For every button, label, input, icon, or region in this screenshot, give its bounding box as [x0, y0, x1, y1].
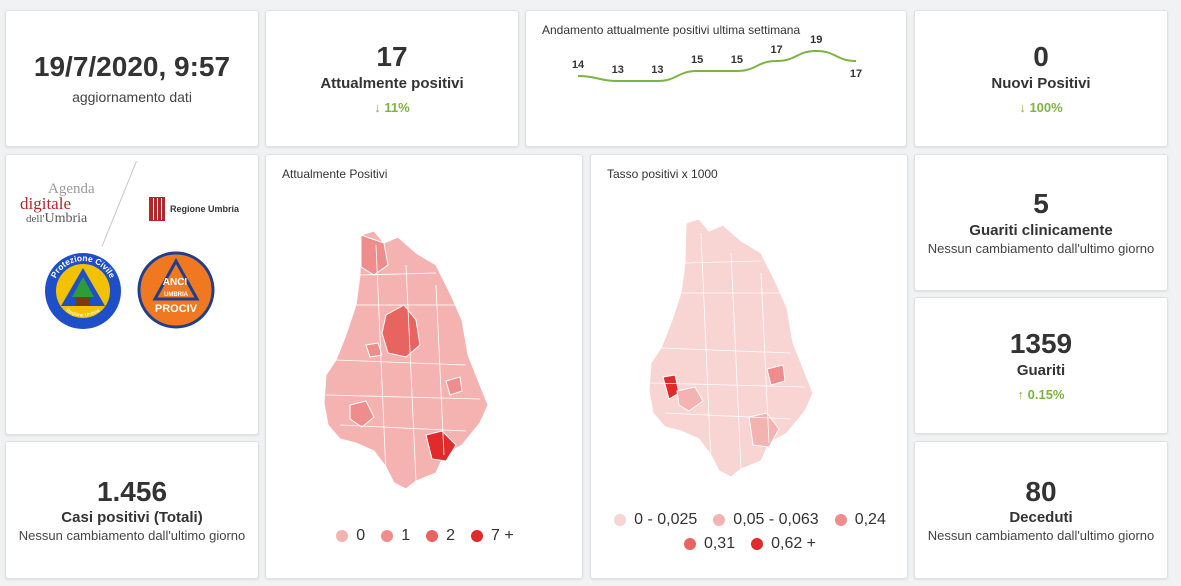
legend-dot-icon [713, 514, 726, 526]
deceased-sub: Nessun cambiamento dall'ultimo giorno [927, 528, 1155, 544]
recovered-delta: ↑ 0.15% [1018, 387, 1065, 402]
deceased-card: 80 Deceduti Nessun cambiamento dall'ulti… [914, 441, 1168, 579]
currently-positive-card: 17 Attualmente positivi ↓ 11% [265, 10, 519, 147]
anci-umbria-prociv-logo: ANCI UMBRIA PROCIV [137, 251, 215, 329]
clinically-recovered-sub: Nessun cambiamento dall'ultimo giorno [927, 240, 1155, 256]
recovered-label: Guariti [1016, 361, 1066, 379]
total-cases-label: Casi positivi (Totali) [61, 509, 203, 527]
legend-dot-icon [471, 530, 484, 542]
trend-data-label: 13 [651, 64, 663, 76]
map-positive-legend-item[interactable]: 0 [336, 527, 365, 545]
legend-dot-icon [336, 530, 349, 542]
legend-label: 2 [446, 527, 456, 544]
legend-dot-icon [614, 514, 627, 526]
umbria-rate-map [648, 218, 814, 478]
legend-label: 0,05 - 0,063 [733, 511, 819, 528]
legend-label: 0,31 [703, 535, 736, 552]
map-rate-legend-item[interactable]: 0,05 - 0,063 [713, 511, 819, 529]
legend-label: 0 - 0,025 [634, 511, 698, 528]
recovered-card: 1359 Guariti ↑ 0.15% [914, 297, 1168, 434]
map-rate-card: Tasso positivi x 1000 0 - 0,025 0,05 - 0,… [590, 154, 908, 579]
clinically-recovered-card: 5 Guariti clinicamente Nessun cambiament… [914, 154, 1168, 291]
svg-text:Regione Umbria: Regione Umbria [65, 308, 101, 319]
arrow-up-icon: ↑ [1017, 386, 1025, 402]
legend-label: 1 [401, 527, 411, 544]
trend-data-label: 17 [770, 44, 782, 56]
trend-data-label: 19 [810, 34, 822, 46]
deceased-value: 80 [1025, 475, 1057, 507]
total-cases-value: 1.456 [96, 475, 168, 507]
new-positive-delta-value: 100% [1029, 99, 1063, 115]
recovered-delta-value: 0.15% [1027, 386, 1065, 402]
update-card: 19/7/2020, 9:57 aggiornamento dati [5, 10, 259, 147]
arrow-down-icon: ↓ [374, 99, 381, 115]
new-positive-label: Nuovi Positivi [991, 74, 1091, 92]
map-rate-legend: 0 - 0,025 0,05 - 0,063 0,24 0,31 0,62 + [591, 511, 909, 553]
map-rate-title: Tasso positivi x 1000 [607, 167, 718, 181]
legend-dot-icon [683, 538, 696, 550]
map-positive-title: Attualmente Positivi [282, 167, 388, 181]
map-positive-legend-item[interactable]: 2 [426, 527, 455, 545]
agenda-digitale-logo: Agenda digitale dell'Umbria [20, 181, 95, 226]
trend-data-label: 14 [572, 59, 585, 71]
trend-data-label: 13 [612, 64, 624, 76]
trend-data-label: 15 [691, 54, 703, 66]
map-rate-legend-item[interactable]: 0,24 [834, 511, 886, 529]
svg-text:ANCI: ANCI [163, 277, 188, 288]
map-rate-legend-item[interactable]: 0,62 + [751, 535, 816, 553]
new-positive-delta: ↓ 100% [1019, 100, 1062, 115]
map-positive-legend-item[interactable]: 7 + [471, 527, 514, 545]
legend-label: 0,62 + [771, 535, 817, 552]
currently-positive-delta-value: 11% [384, 99, 410, 115]
regione-umbria-logo: Regione Umbria [149, 197, 239, 221]
currently-positive-delta: ↓ 11% [374, 100, 409, 115]
trend-chart: 14 13 13 15 15 17 19 17 [572, 34, 862, 82]
map-positive-card: Attualmente Positivi 0 1 2 7 + [265, 154, 583, 579]
legend-dot-icon [834, 514, 847, 526]
svg-text:UMBRIA: UMBRIA [164, 292, 189, 298]
legend-label: 0 [356, 527, 366, 544]
update-datetime: 19/7/2020, 9:57 [33, 51, 231, 83]
total-cases-card: 1.456 Casi positivi (Totali) Nessun camb… [5, 441, 259, 579]
map-rate-legend-item[interactable]: 0 - 0,025 [614, 511, 697, 529]
legend-label: 0,24 [854, 511, 886, 528]
map-positive-legend: 0 1 2 7 + [266, 527, 584, 545]
clinically-recovered-label: Guariti clinicamente [969, 221, 1113, 239]
legend-label: 7 + [491, 527, 514, 544]
map-rate-legend-item[interactable]: 0,31 [683, 535, 736, 553]
trend-data-label: 17 [850, 68, 862, 80]
trend-title: Andamento attualmente positivi ultima se… [542, 23, 801, 37]
trend-card: Andamento attualmente positivi ultima se… [525, 10, 907, 147]
arrow-down-icon: ↓ [1019, 99, 1026, 115]
update-label: aggiornamento dati [72, 88, 192, 105]
legend-dot-icon [381, 530, 394, 542]
deceased-label: Deceduti [1009, 509, 1073, 527]
regione-umbria-emblem-icon [149, 197, 165, 221]
recovered-value: 1359 [1009, 328, 1073, 360]
logos-card: Agenda digitale dell'Umbria Regione Umbr… [5, 154, 259, 435]
trend-data-label: 15 [731, 54, 743, 66]
map-positive-legend-item[interactable]: 1 [381, 527, 410, 545]
clinically-recovered-value: 5 [1033, 188, 1049, 220]
currently-positive-label: Attualmente positivi [320, 74, 464, 92]
umbria-positive-map [323, 230, 489, 490]
new-positive-value: 0 [1033, 41, 1049, 73]
svg-text:PROCIV: PROCIV [155, 303, 198, 315]
total-cases-sub: Nessun cambiamento dall'ultimo giorno [18, 528, 246, 544]
legend-dot-icon [751, 538, 764, 550]
new-positive-card: 0 Nuovi Positivi ↓ 100% [914, 10, 1168, 147]
trend-line [577, 49, 857, 82]
protezione-civile-logo: Protezione Civile Regione Umbria [45, 253, 121, 329]
legend-dot-icon [426, 530, 439, 542]
currently-positive-value: 17 [376, 41, 408, 73]
